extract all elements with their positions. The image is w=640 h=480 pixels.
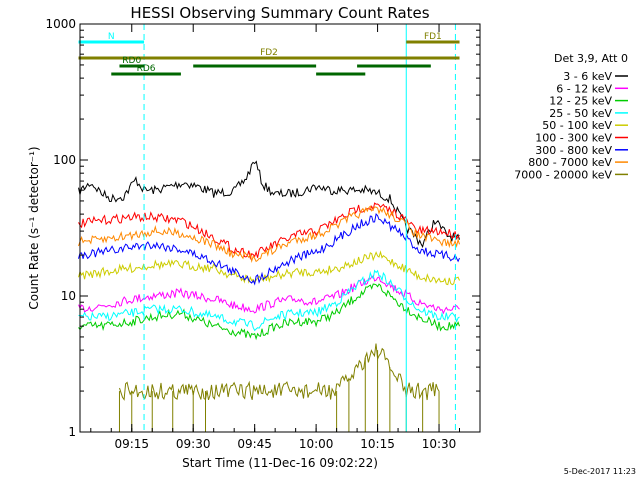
x-tick-label-1: 09:15 xyxy=(114,437,149,451)
legend-entry-1: 3 - 6 keV xyxy=(563,70,612,83)
legend-entry-7: 300 - 800 keV xyxy=(535,144,612,157)
series-line-3 xyxy=(78,283,460,341)
y-axis-label: Count Rate (s⁻¹ detector⁻¹) xyxy=(27,146,41,309)
legend-entry-2: 6 - 12 keV xyxy=(556,82,612,95)
y-tick-label-1: 1 xyxy=(68,425,76,439)
legend-entry-8: 800 - 7000 keV xyxy=(528,156,612,169)
x-tick-label-3: 09:45 xyxy=(237,437,272,451)
series-line-7 xyxy=(78,212,460,286)
flag-label-fd1: FD1 xyxy=(424,32,442,42)
flag-label-n: N xyxy=(108,32,115,42)
series-line-4 xyxy=(78,269,460,332)
series-line-8 xyxy=(78,205,460,263)
series-line-6 xyxy=(78,202,460,260)
legend-entry-4: 25 - 50 keV xyxy=(549,107,612,120)
x-axis-label: Start Time (11-Dec-16 09:02:22) xyxy=(182,456,378,470)
chart-title: HESSI Observing Summary Count Rates xyxy=(130,4,429,22)
footer-date: 5-Dec-2017 11:23 xyxy=(564,467,636,476)
flag-label-rd0: RD0 xyxy=(122,56,141,66)
x-tick-label-5: 10:15 xyxy=(360,437,395,451)
legend-header: Det 3,9, Att 0 xyxy=(554,52,628,65)
x-tick-label-4: 10:00 xyxy=(299,437,334,451)
y-tick-label-2: 10 xyxy=(61,289,76,303)
flag-label-fd2: FD2 xyxy=(260,48,278,58)
x-tick-label-6: 10:30 xyxy=(422,437,457,451)
series-line-5 xyxy=(78,250,460,286)
series-line-9 xyxy=(119,343,440,401)
legend-entry-3: 12 - 25 keV xyxy=(549,95,612,108)
legend-entry-5: 50 - 100 keV xyxy=(542,119,612,132)
flag-label-rd6: RD6 xyxy=(137,64,156,74)
x-tick-label-2: 09:30 xyxy=(176,437,211,451)
y-tick-label-4: 1000 xyxy=(45,17,76,31)
legend-entry-6: 100 - 300 keV xyxy=(535,132,612,145)
plot-frame xyxy=(79,23,481,433)
y-tick-label-3: 100 xyxy=(53,153,76,167)
series-line-2 xyxy=(78,275,460,315)
legend-entry-9: 7000 - 20000 keV xyxy=(514,168,612,181)
